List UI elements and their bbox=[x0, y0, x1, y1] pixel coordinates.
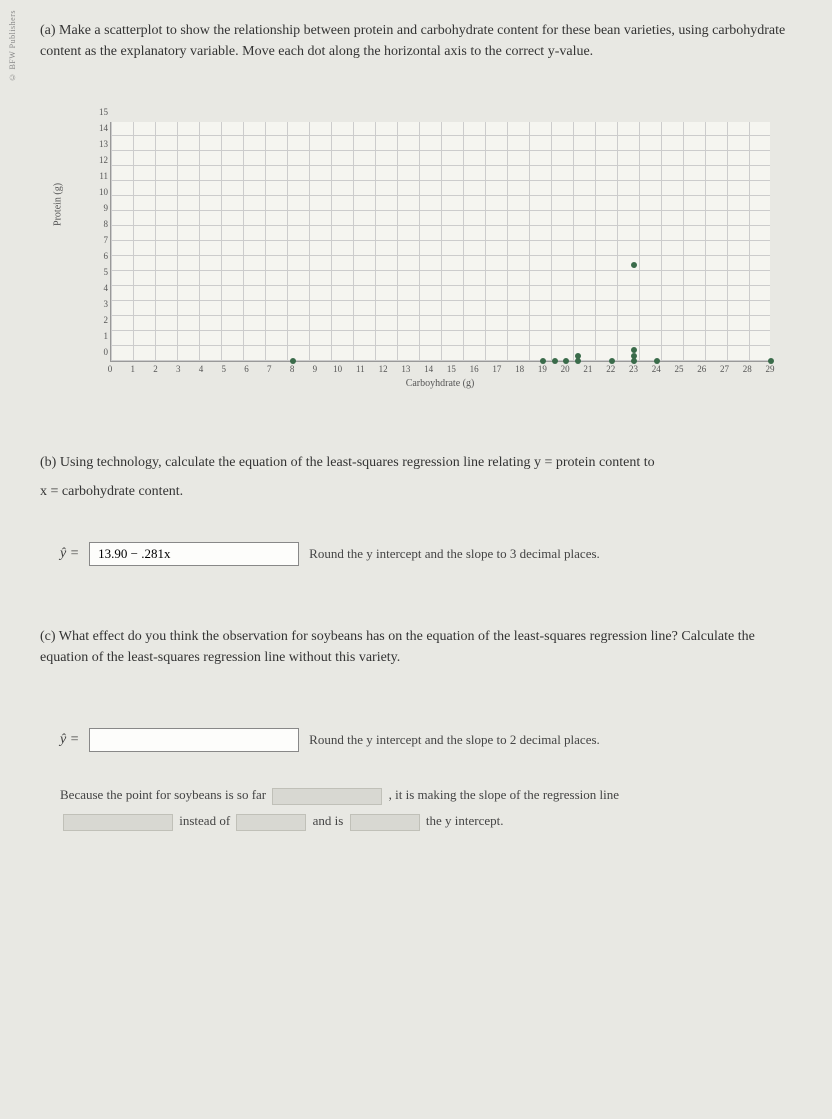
y-tick: 1 bbox=[90, 331, 108, 341]
x-tick: 19 bbox=[538, 364, 547, 374]
x-tick: 16 bbox=[470, 364, 479, 374]
part-b-body1: Using technology, calculate the equation… bbox=[60, 455, 655, 470]
x-tick: 14 bbox=[424, 364, 433, 374]
x-tick: 3 bbox=[176, 364, 181, 374]
y-tick: 9 bbox=[90, 203, 108, 213]
y-tick: 0 bbox=[90, 347, 108, 357]
x-tick: 11 bbox=[356, 364, 365, 374]
y-tick: 7 bbox=[90, 235, 108, 245]
x-tick: 27 bbox=[720, 364, 729, 374]
x-tick: 6 bbox=[244, 364, 249, 374]
scatter-chart[interactable]: Protein (g) 0123456789101112131415 01234… bbox=[60, 122, 802, 382]
equation-b-row: ŷ = Round the y intercept and the slope … bbox=[60, 542, 802, 566]
blank-2[interactable] bbox=[63, 814, 173, 831]
y-tick: 10 bbox=[90, 187, 108, 197]
x-tick: 20 bbox=[561, 364, 570, 374]
y-tick: 4 bbox=[90, 283, 108, 293]
x-tick: 17 bbox=[492, 364, 501, 374]
part-b-text2: x = carbohydrate content. bbox=[40, 481, 802, 502]
blank-1[interactable] bbox=[272, 788, 382, 805]
data-point[interactable] bbox=[631, 262, 637, 268]
x-tick: 4 bbox=[199, 364, 204, 374]
yhat-symbol-b: ŷ = bbox=[60, 546, 79, 562]
part-a-text: (a) Make a scatterplot to show the relat… bbox=[40, 20, 802, 62]
x-tick: 8 bbox=[290, 364, 295, 374]
data-point[interactable] bbox=[631, 347, 637, 353]
part-b-text: (b) Using technology, calculate the equa… bbox=[40, 452, 802, 473]
x-tick: 5 bbox=[222, 364, 227, 374]
y-tick: 3 bbox=[90, 299, 108, 309]
y-tick: 14 bbox=[90, 123, 108, 133]
y-tick: 5 bbox=[90, 267, 108, 277]
y-tick: 6 bbox=[90, 251, 108, 261]
x-tick: 0 bbox=[108, 364, 113, 374]
x-tick: 7 bbox=[267, 364, 272, 374]
x-tick: 26 bbox=[697, 364, 706, 374]
y-tick: 12 bbox=[90, 155, 108, 165]
x-tick: 25 bbox=[674, 364, 683, 374]
fill-sentence: Because the point for soybeans is so far… bbox=[60, 782, 802, 834]
yhat-symbol-c: ŷ = bbox=[60, 732, 79, 748]
sent-1: Because the point for soybeans is so far bbox=[60, 787, 266, 802]
x-tick: 1 bbox=[131, 364, 136, 374]
part-a-body: Make a scatterplot to show the relations… bbox=[40, 23, 785, 59]
y-axis-label: Protein (g) bbox=[53, 183, 64, 226]
equation-c-row: ŷ = Round the y intercept and the slope … bbox=[60, 728, 802, 752]
publisher-credit: © BFW Publishers bbox=[8, 10, 17, 82]
x-tick: 22 bbox=[606, 364, 615, 374]
y-tick: 15 bbox=[90, 107, 108, 117]
part-b-label: (b) bbox=[40, 455, 56, 470]
sent-5: the y intercept. bbox=[426, 813, 504, 828]
x-axis-ticks: 0123456789101112131415161718192021222324… bbox=[110, 364, 770, 378]
x-tick: 12 bbox=[379, 364, 388, 374]
part-c-text: (c) What effect do you think the observa… bbox=[40, 626, 802, 668]
y-axis-ticks: 0123456789101112131415 bbox=[90, 122, 108, 362]
x-tick: 29 bbox=[766, 364, 775, 374]
x-tick: 21 bbox=[583, 364, 592, 374]
sent-2: , it is making the slope of the regressi… bbox=[389, 787, 619, 802]
x-tick: 9 bbox=[313, 364, 318, 374]
sent-4: and is bbox=[313, 813, 344, 828]
x-tick: 24 bbox=[652, 364, 661, 374]
x-tick: 15 bbox=[447, 364, 456, 374]
part-c-label: (c) bbox=[40, 629, 56, 644]
plot-area[interactable] bbox=[110, 122, 770, 362]
y-tick: 2 bbox=[90, 315, 108, 325]
x-tick: 18 bbox=[515, 364, 524, 374]
x-tick: 2 bbox=[153, 364, 158, 374]
y-tick: 11 bbox=[90, 171, 108, 181]
y-tick: 13 bbox=[90, 139, 108, 149]
equation-b-hint: Round the y intercept and the slope to 3… bbox=[309, 546, 600, 562]
x-tick: 13 bbox=[401, 364, 410, 374]
y-tick: 8 bbox=[90, 219, 108, 229]
part-a-label: (a) bbox=[40, 23, 56, 38]
x-tick: 10 bbox=[333, 364, 342, 374]
x-tick: 28 bbox=[743, 364, 752, 374]
blank-3[interactable] bbox=[236, 814, 306, 831]
x-tick: 23 bbox=[629, 364, 638, 374]
x-axis-label: Carboyhdrate (g) bbox=[110, 378, 770, 389]
sent-3: instead of bbox=[179, 813, 230, 828]
blank-4[interactable] bbox=[350, 814, 420, 831]
part-c-body: What effect do you think the observation… bbox=[40, 629, 755, 665]
equation-c-input[interactable] bbox=[89, 728, 299, 752]
equation-c-hint: Round the y intercept and the slope to 2… bbox=[309, 732, 600, 748]
equation-b-input[interactable] bbox=[89, 542, 299, 566]
